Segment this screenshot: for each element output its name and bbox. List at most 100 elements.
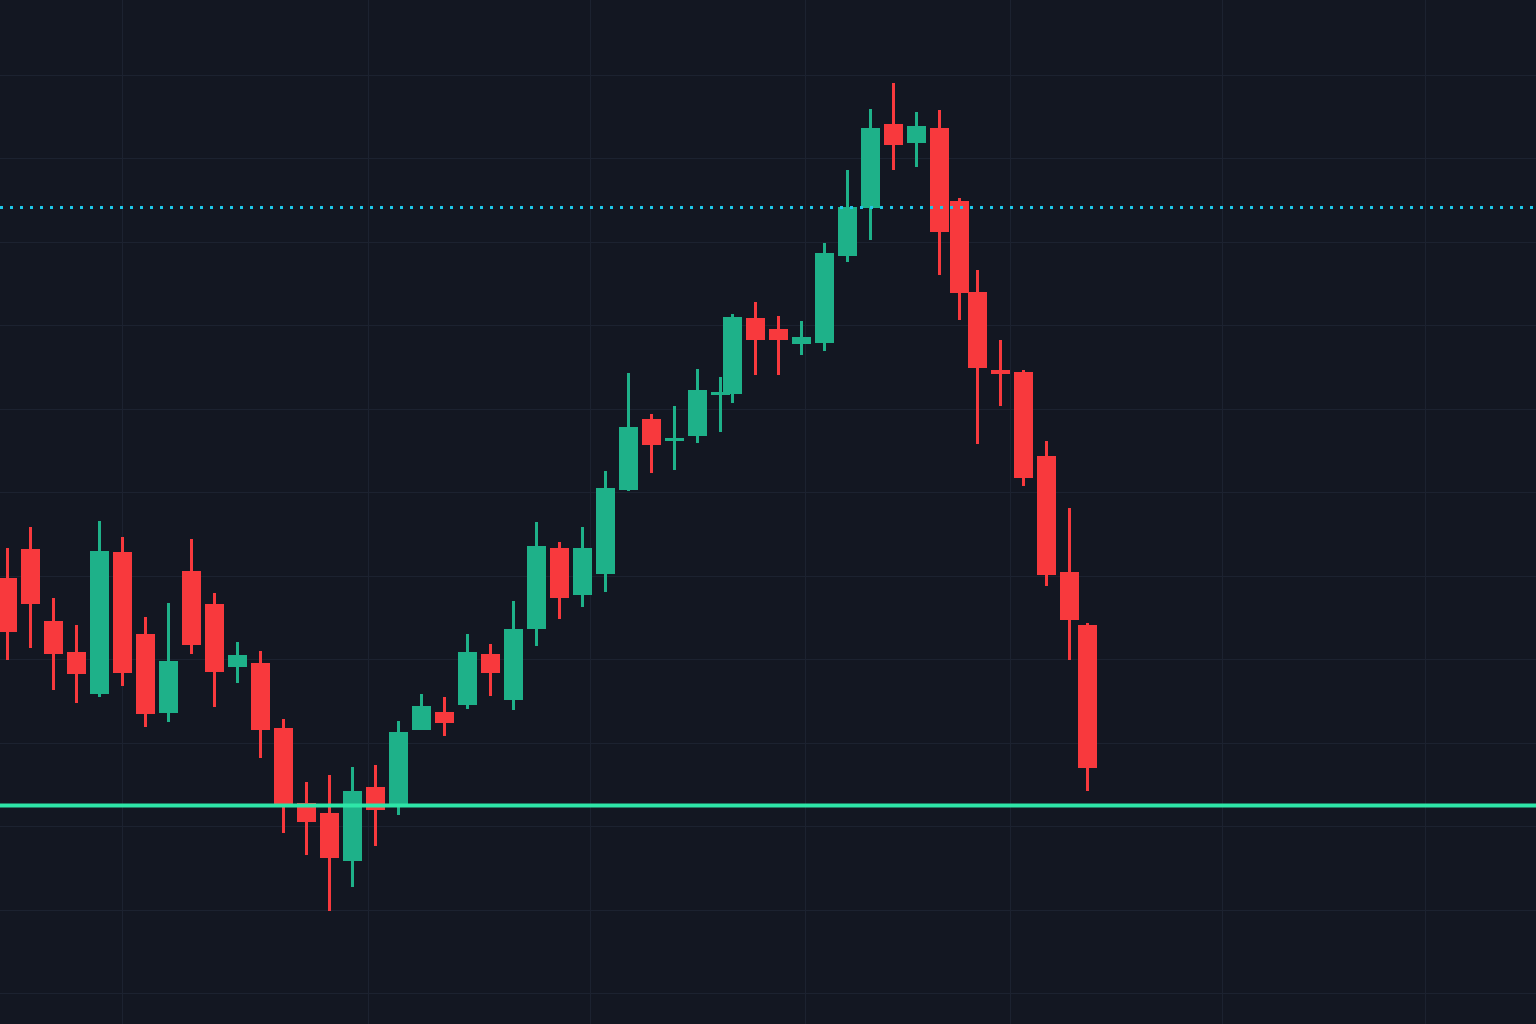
candle-body [746,318,765,340]
candle-body [435,712,454,723]
candle-wick [777,316,780,375]
candle[interactable] [573,527,592,607]
candle-body [205,604,224,672]
candle[interactable] [1037,441,1056,586]
candle[interactable] [251,651,270,758]
candle[interactable] [619,373,638,491]
candle[interactable] [930,200,949,275]
candle[interactable] [815,243,834,351]
candle-body [527,546,546,629]
candle-body [711,392,730,395]
candle[interactable] [1078,623,1097,791]
candle-body [458,652,477,705]
candle[interactable] [90,521,109,697]
candle[interactable] [665,406,684,470]
candle[interactable] [343,767,362,887]
candle[interactable] [688,369,707,443]
candle-body [968,292,987,368]
candle[interactable] [1014,370,1033,486]
candle-body [1060,572,1079,620]
candle-body [1037,456,1056,575]
candle[interactable] [136,617,155,727]
candle[interactable] [504,601,523,710]
candle[interactable] [435,697,454,736]
candle-body [991,370,1010,374]
candle[interactable] [884,83,903,170]
price-level-overlays[interactable] [0,206,1536,808]
candle[interactable] [228,642,247,683]
candle[interactable] [723,314,742,403]
candle[interactable] [274,719,293,833]
candle[interactable] [67,625,86,703]
candle[interactable] [968,270,987,444]
candle-body [550,548,569,598]
candle[interactable] [838,170,857,262]
candle-body [723,317,742,394]
candle[interactable] [159,603,178,722]
candle-wick [938,200,941,275]
candle[interactable] [550,542,569,619]
candle[interactable] [930,110,949,236]
candle[interactable] [205,593,224,707]
candle-body [688,390,707,436]
candle-body [930,229,949,232]
candle[interactable] [991,340,1010,406]
candle[interactable] [527,522,546,646]
candle[interactable] [113,537,132,686]
candle[interactable] [907,112,926,167]
candle-body [884,124,903,145]
candle-body [769,329,788,340]
candle[interactable] [596,471,615,592]
candle[interactable] [44,598,63,690]
candle-body [838,207,857,256]
candle-body [665,438,684,441]
candle-body [44,621,63,654]
candle-body [90,551,109,694]
candle[interactable] [182,539,201,654]
candle-body [159,661,178,713]
candle[interactable] [792,321,811,355]
candle[interactable] [642,414,661,473]
candle-body [792,337,811,344]
candle[interactable] [481,644,500,696]
candle[interactable] [320,775,339,911]
candle-body [907,126,926,143]
candle-body [21,549,40,604]
candle-body [251,663,270,730]
candle[interactable] [297,782,316,855]
candle[interactable] [0,548,17,660]
candle-body [950,201,969,293]
candle-body [504,629,523,700]
candle[interactable] [412,694,431,730]
candle-body [228,655,247,667]
candle-body [642,419,661,445]
candle-body [573,548,592,595]
candle-body [596,488,615,574]
candle[interactable] [21,527,40,648]
candle-body [0,578,17,632]
candle-body [619,427,638,490]
candle[interactable] [458,634,477,709]
candle-body [861,128,880,208]
candle[interactable] [389,721,408,815]
vertical-gridlines [122,0,1426,1024]
candle-body [136,634,155,714]
candle[interactable] [746,302,765,375]
candle[interactable] [1060,508,1079,660]
candle-series[interactable] [0,83,1097,911]
horizontal-gridlines [0,75,1536,994]
candle-body [412,706,431,730]
candle-body [481,654,500,673]
candle-body [297,803,316,822]
candle[interactable] [861,109,880,240]
candle[interactable] [769,316,788,375]
candle-body [320,813,339,858]
candle-body [67,652,86,674]
candle-wick [719,377,722,432]
candle[interactable] [950,198,969,320]
candle-body [815,253,834,343]
candle[interactable] [711,377,730,432]
